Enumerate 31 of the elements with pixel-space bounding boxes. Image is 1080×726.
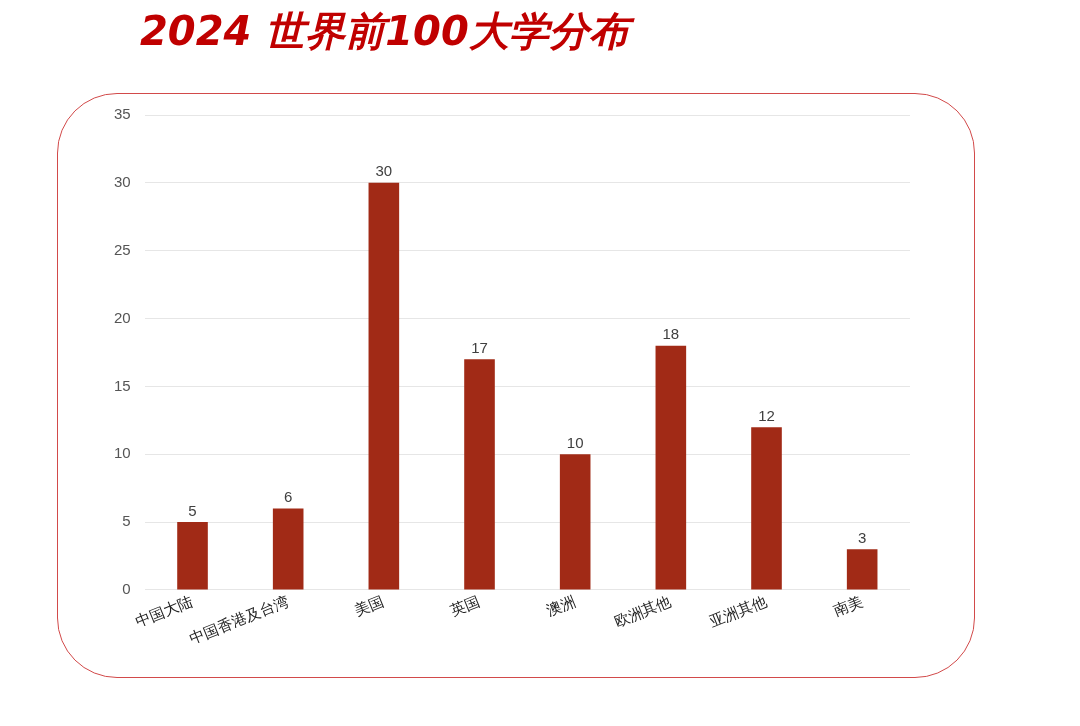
y-tick-label: 25 (114, 240, 131, 258)
y-tick-label: 5 (122, 512, 131, 530)
y-tick-label: 20 (114, 308, 131, 326)
x-tick-label: 亚洲其他 (707, 591, 770, 632)
y-tick-label: 15 (114, 376, 131, 394)
bar (177, 522, 208, 590)
data-label: 10 (566, 433, 584, 451)
y-tick-label: 30 (114, 172, 131, 190)
data-label: 17 (471, 338, 488, 356)
x-tick-label: 英国 (447, 591, 483, 620)
bar (272, 508, 304, 590)
data-label: 6 (284, 488, 293, 506)
y-tick-label: 10 (114, 444, 131, 462)
x-tick-label: 南美 (830, 591, 866, 620)
bar (368, 182, 400, 590)
bar (846, 549, 878, 590)
bar (464, 359, 495, 590)
x-tick-label: 美国 (352, 591, 387, 620)
bar (655, 345, 687, 590)
data-label: 18 (662, 325, 680, 343)
bar (559, 454, 591, 590)
x-tick-label: 澳洲 (543, 591, 579, 620)
x-tick-label: 欧洲其他 (611, 591, 674, 632)
data-label: 30 (375, 162, 393, 180)
y-tick-label: 0 (122, 580, 131, 598)
data-label: 5 (188, 501, 197, 519)
y-tick-label: 35 (114, 105, 131, 123)
data-label: 12 (758, 406, 775, 424)
bar (751, 427, 782, 590)
chart-title: 2024 世界前100大学分布 (140, 7, 636, 56)
data-label: 3 (858, 528, 867, 546)
